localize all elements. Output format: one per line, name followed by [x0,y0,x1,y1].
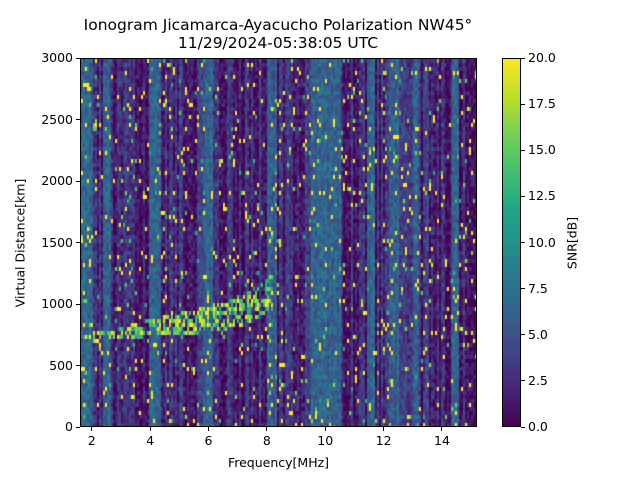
x-tick [266,427,268,431]
y-tick [76,180,80,182]
y-tick [76,57,80,59]
ionogram-heatmap [81,59,476,426]
colorbar-tick [521,380,525,382]
chart-title: Ionogram Jicamarca-Ayacucho Polarization… [83,16,473,34]
x-tick-label: 10 [317,433,334,448]
y-tick-label: 1000 [41,296,73,311]
x-axis-label: Frequency[MHz] [227,455,330,470]
x-tick [383,427,385,431]
colorbar-tick-label: 2.5 [528,372,548,388]
x-tick [441,427,443,431]
colorbar-label: SNR[dB] [564,216,580,270]
y-tick-label: 2000 [41,173,73,188]
colorbar-tick-label: 7.5 [528,280,548,296]
colorbar-tick-label: 17.5 [528,96,556,112]
chart-subtitle: 11/29/2024-05:38:05 UTC [177,34,379,52]
colorbar-tick [521,288,525,290]
x-tick-label: 12 [375,433,392,448]
y-tick-label: 0 [65,419,73,434]
y-tick-label: 500 [49,357,73,373]
colorbar-tick [521,195,525,197]
x-tick-label: 6 [204,433,213,448]
colorbar-tick-label: 20.0 [528,50,556,65]
x-tick-label: 8 [262,433,271,448]
colorbar-tick-label: 15.0 [528,142,556,158]
colorbar-tick [521,103,525,105]
plot-area [80,58,477,427]
x-tick [91,427,93,431]
y-tick [76,242,80,243]
y-tick [76,119,80,120]
x-tick-label: 2 [87,433,96,448]
y-tick-label: 1500 [41,234,73,250]
colorbar-tick [521,149,525,151]
colorbar-tick [521,242,525,243]
x-tick [149,427,151,431]
colorbar-tick [521,57,525,59]
colorbar-tick [521,426,525,428]
colorbar-tick-label: 12.5 [528,188,556,204]
colorbar-tick-label: 10.0 [528,234,556,250]
y-tick-label: 2500 [41,111,73,127]
x-tick [324,427,326,431]
colorbar [502,58,521,427]
colorbar-tick-label: 5.0 [528,326,548,342]
y-tick [76,365,80,366]
y-tick-label: 3000 [41,50,73,65]
y-tick [76,303,80,305]
x-tick-label: 14 [434,433,450,448]
colorbar-tick [521,334,525,336]
y-tick [76,426,80,428]
colorbar-tick-label: 0.0 [528,419,548,434]
x-tick [207,427,209,431]
x-tick-label: 4 [146,433,155,448]
